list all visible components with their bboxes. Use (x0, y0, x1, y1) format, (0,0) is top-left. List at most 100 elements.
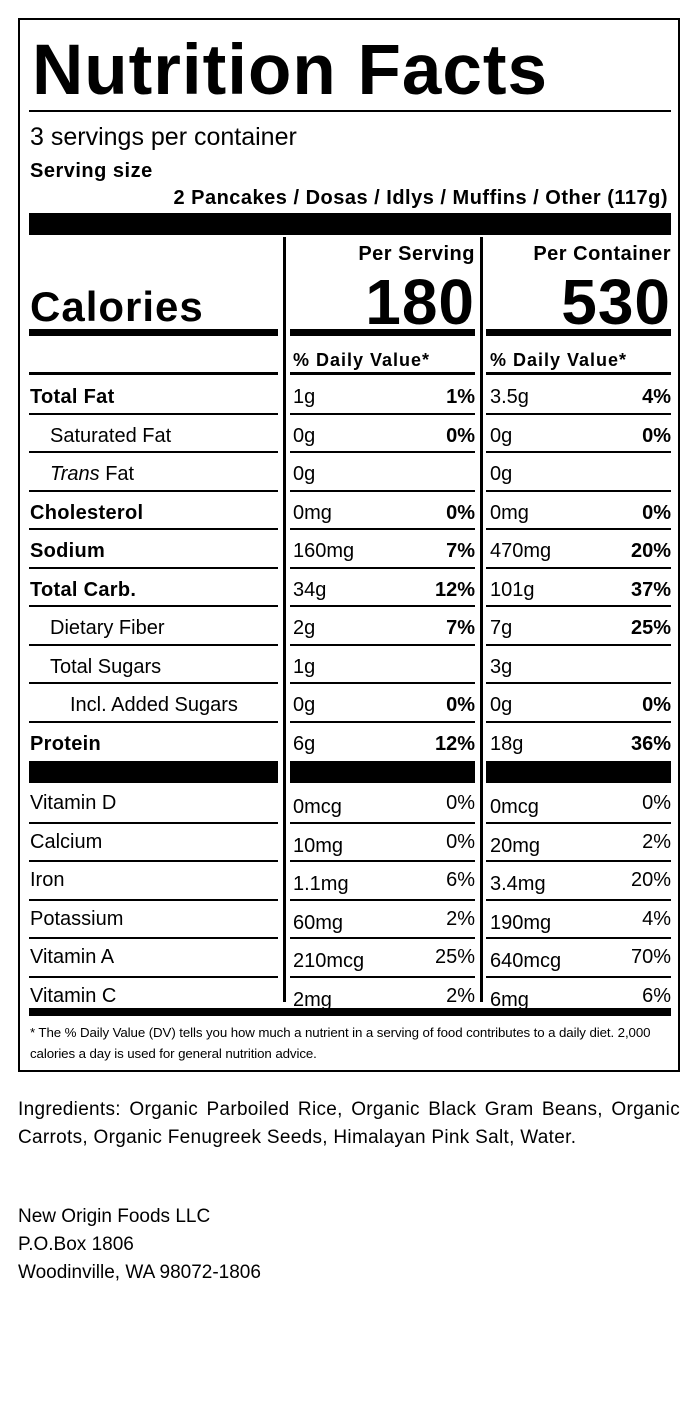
row-rule-name (29, 372, 278, 375)
serving-amount: 1g (293, 655, 316, 678)
serving-size-label: Serving size (30, 160, 153, 182)
row-rule-serving (290, 413, 475, 415)
row-rule-container (486, 490, 671, 492)
container-daily-value: 0% (642, 694, 671, 716)
title-rule (29, 110, 671, 112)
serving-amount: 210mcg (293, 950, 365, 972)
nutrient-name: Total Fat (30, 386, 115, 408)
serving-amount: 6g (293, 732, 316, 755)
row-rule-serving (290, 644, 475, 646)
nutrient-name: Protein (30, 732, 101, 755)
row-rule-container (486, 413, 671, 415)
daily-value-footnote: * The % Daily Value (DV) tells you how m… (30, 1025, 651, 1061)
row-rule-container (486, 976, 671, 978)
row-rule-name (29, 860, 278, 862)
container-daily-value: 0% (642, 501, 671, 524)
per-serving-header: Per Serving (358, 243, 475, 265)
row-rule-name (29, 899, 278, 901)
container-daily-value: 20% (630, 869, 671, 891)
serving-daily-value: 25% (434, 946, 475, 968)
vitamin-name: Potassium (30, 907, 124, 930)
serving-amount: 34g (293, 578, 327, 601)
row-rule-name (29, 490, 278, 492)
row-rule-serving (290, 937, 475, 939)
nutrient-name: Dietary Fiber (50, 617, 165, 639)
row-rule-name (29, 528, 278, 530)
nutrient-name: Cholesterol (30, 501, 144, 524)
row-rule-container (486, 822, 671, 824)
vitamin-bar-name (29, 761, 278, 783)
container-daily-value: 2% (642, 830, 671, 853)
serving-amount: 0g (293, 694, 316, 716)
calories-per-container: 530 (561, 266, 671, 338)
serving-daily-value: 12% (434, 732, 475, 755)
calories-bar-serving (290, 329, 475, 336)
container-amount: 0g (490, 463, 513, 485)
container-amount: 0mg (490, 501, 529, 524)
serving-daily-value: 0% (446, 424, 475, 447)
container-amount: 0mcg (490, 796, 539, 818)
serving-amount: 1g (293, 386, 316, 408)
row-rule-container (486, 937, 671, 939)
serving-daily-value: 0% (446, 792, 475, 814)
row-rule-container (486, 528, 671, 530)
row-rule-name (29, 937, 278, 939)
container-amount: 640mcg (490, 950, 562, 972)
per-container-header: Per Container (533, 243, 671, 265)
row-rule-serving (290, 860, 475, 862)
row-rule-container (486, 567, 671, 569)
serving-daily-value: 0% (446, 830, 475, 853)
container-amount: 0g (490, 424, 513, 447)
calories-label: Calories (30, 283, 204, 330)
nutrient-name: Trans Fat (50, 462, 134, 486)
serving-daily-value: 12% (434, 578, 475, 601)
container-amount: 3.4mg (490, 873, 546, 895)
serving-daily-value: 1% (446, 386, 475, 408)
row-rule-serving (290, 490, 475, 492)
container-amount: 18g (490, 732, 524, 755)
row-rule-container (486, 451, 671, 453)
container-daily-value: 20% (630, 540, 671, 562)
container-amount: 190mg (490, 911, 552, 934)
row-rule-container (486, 721, 671, 723)
container-amount: 20mg (490, 834, 541, 857)
servings-per-container: 3 servings per container (30, 123, 297, 151)
company-po-box: P.O.Box 1806 (18, 1234, 134, 1255)
serving-size-thick-bar (29, 213, 671, 235)
vitamin-name: Calcium (30, 830, 103, 853)
serving-amount: 60mg (293, 911, 344, 934)
nutrient-name: Total Carb. (30, 578, 137, 601)
serving-amount: 0mg (293, 501, 332, 524)
container-daily-value: 6% (642, 984, 671, 1007)
serving-daily-value: 7% (446, 617, 475, 639)
nutrition-facts-label: Nutrition Facts 3 servings per container… (18, 18, 680, 1072)
container-daily-value: 37% (630, 578, 671, 601)
serving-daily-value: 0% (446, 501, 475, 524)
serving-amount: 2mg (293, 988, 332, 1011)
container-amount: 6mg (490, 988, 529, 1011)
serving-amount: 1.1mg (293, 873, 349, 895)
calories-bar-container (486, 329, 671, 336)
row-rule-name (29, 451, 278, 453)
row-rule-serving (290, 372, 475, 375)
container-amount: 3.5g (490, 386, 529, 408)
row-rule-serving (290, 976, 475, 978)
daily-value-header-serving: % Daily Value* (293, 350, 431, 370)
company-name: New Origin Foods LLC (18, 1206, 211, 1227)
row-rule-serving (290, 899, 475, 901)
vitamin-bar-serving (290, 761, 475, 783)
container-amount: 7g (490, 617, 513, 639)
serving-amount: 2g (293, 617, 316, 639)
row-rule-name (29, 644, 278, 646)
nutrient-name-rest: Fat (99, 463, 135, 485)
serving-daily-value: 0% (446, 694, 475, 716)
daily-value-header-container: % Daily Value* (490, 350, 628, 370)
nutrient-name: Sodium (30, 540, 106, 562)
row-rule-name (29, 413, 278, 415)
serving-amount: 10mg (293, 834, 344, 857)
company-address: New Origin Foods LLC P.O.Box 1806 Woodin… (18, 1203, 261, 1287)
vitamin-name: Vitamin C (30, 984, 117, 1007)
row-rule-name (29, 605, 278, 607)
serving-size-value: 2 Pancakes / Dosas / Idlys / Muffins / O… (173, 187, 668, 209)
row-rule-serving (290, 822, 475, 824)
